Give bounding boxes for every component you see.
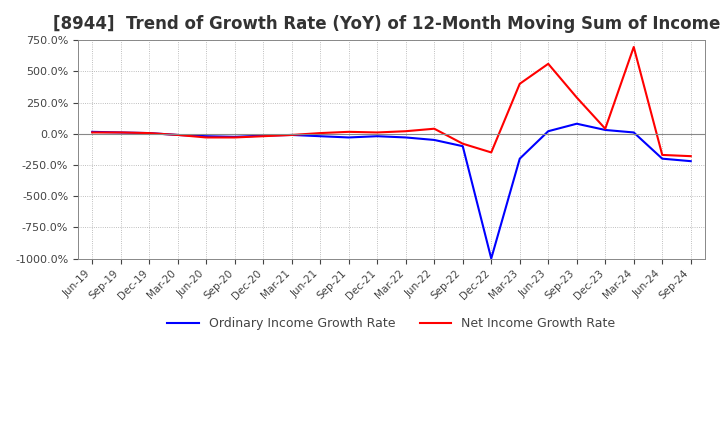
Line: Ordinary Income Growth Rate: Ordinary Income Growth Rate <box>92 124 690 259</box>
Ordinary Income Growth Rate <box>601 127 610 132</box>
Ordinary Income Growth Rate <box>344 135 353 140</box>
Net Income Growth Rate <box>145 130 153 136</box>
Ordinary Income Growth Rate <box>516 156 524 161</box>
Ordinary Income Growth Rate <box>459 143 467 149</box>
Ordinary Income Growth Rate <box>174 132 182 138</box>
Net Income Growth Rate <box>658 152 667 158</box>
Ordinary Income Growth Rate <box>658 156 667 161</box>
Net Income Growth Rate <box>430 126 438 132</box>
Ordinary Income Growth Rate <box>316 134 325 139</box>
Ordinary Income Growth Rate <box>202 134 210 139</box>
Ordinary Income Growth Rate <box>287 132 296 138</box>
Net Income Growth Rate <box>373 130 382 135</box>
Net Income Growth Rate <box>88 130 96 135</box>
Net Income Growth Rate <box>402 128 410 134</box>
Net Income Growth Rate <box>316 130 325 136</box>
Ordinary Income Growth Rate <box>259 133 268 138</box>
Net Income Growth Rate <box>601 126 610 132</box>
Legend: Ordinary Income Growth Rate, Net Income Growth Rate: Ordinary Income Growth Rate, Net Income … <box>163 312 621 335</box>
Net Income Growth Rate <box>287 132 296 138</box>
Net Income Growth Rate <box>544 61 552 66</box>
Ordinary Income Growth Rate <box>373 134 382 139</box>
Net Income Growth Rate <box>516 81 524 86</box>
Net Income Growth Rate <box>459 141 467 147</box>
Net Income Growth Rate <box>174 132 182 138</box>
Ordinary Income Growth Rate <box>487 256 495 261</box>
Ordinary Income Growth Rate <box>544 128 552 134</box>
Ordinary Income Growth Rate <box>402 135 410 140</box>
Net Income Growth Rate <box>259 134 268 139</box>
Ordinary Income Growth Rate <box>117 130 125 135</box>
Net Income Growth Rate <box>629 44 638 50</box>
Net Income Growth Rate <box>117 130 125 135</box>
Ordinary Income Growth Rate <box>629 130 638 135</box>
Net Income Growth Rate <box>230 135 239 140</box>
Net Income Growth Rate <box>572 95 581 100</box>
Ordinary Income Growth Rate <box>88 129 96 135</box>
Title: [8944]  Trend of Growth Rate (YoY) of 12-Month Moving Sum of Incomes: [8944] Trend of Growth Rate (YoY) of 12-… <box>53 15 720 33</box>
Ordinary Income Growth Rate <box>145 130 153 136</box>
Net Income Growth Rate <box>344 129 353 135</box>
Net Income Growth Rate <box>202 135 210 140</box>
Net Income Growth Rate <box>686 154 695 159</box>
Line: Net Income Growth Rate: Net Income Growth Rate <box>92 47 690 156</box>
Ordinary Income Growth Rate <box>230 134 239 139</box>
Ordinary Income Growth Rate <box>686 158 695 164</box>
Ordinary Income Growth Rate <box>572 121 581 126</box>
Ordinary Income Growth Rate <box>430 137 438 143</box>
Net Income Growth Rate <box>487 150 495 155</box>
